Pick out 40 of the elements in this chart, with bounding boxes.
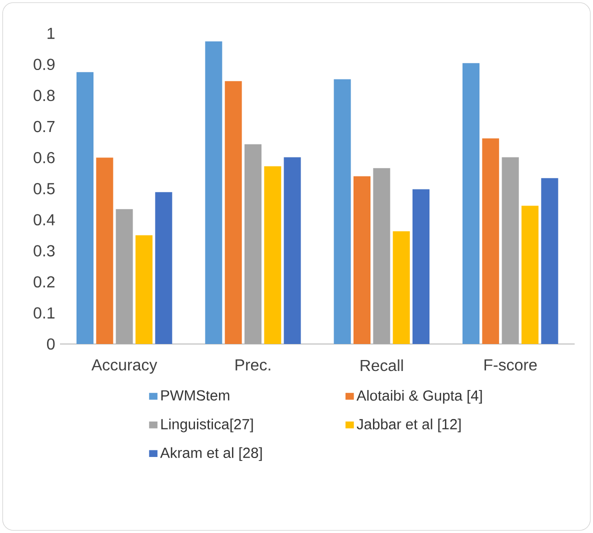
- bar: [264, 166, 282, 344]
- y-tick-label: 0.9: [34, 58, 55, 70]
- bar: [284, 157, 301, 344]
- bar: [392, 231, 410, 344]
- y-tick-label: 1: [48, 28, 55, 39]
- bar: [462, 63, 480, 344]
- legend-label: PWMStem: [161, 390, 230, 401]
- y-tick-label: 0.4: [34, 214, 55, 226]
- legend-label: Jabbar et al [12]: [356, 418, 461, 432]
- y-tick-label: 0.6: [34, 152, 55, 164]
- y-tick-label: 0.1: [34, 307, 55, 319]
- bar: [502, 157, 519, 344]
- bar: [155, 192, 172, 344]
- x-tick-label: Recall: [360, 359, 403, 372]
- bar: [244, 144, 262, 344]
- bar: [116, 209, 133, 344]
- bar: [96, 158, 114, 344]
- y-tick-label: 0.5: [34, 183, 55, 194]
- y-tick-label: 0.3: [34, 245, 55, 256]
- bar: [136, 235, 152, 344]
- legend-label: Alotaibi & Gupta [4]: [356, 390, 482, 404]
- x-tick-label: Accuracy: [91, 359, 158, 374]
- y-tick-label: 0.7: [34, 120, 54, 132]
- bar: [541, 178, 558, 344]
- x-tick-label: F-score: [484, 359, 537, 371]
- x-tick-label: Prec.: [236, 359, 270, 371]
- bar: [224, 81, 242, 344]
- y-tick-label: 0.2: [34, 276, 54, 288]
- bar: [482, 138, 500, 344]
- y-tick-label: 0: [47, 338, 55, 350]
- bar: [205, 41, 222, 344]
- bar: [412, 189, 430, 344]
- legend-label: Linguistica[27]: [161, 418, 253, 432]
- legend-label: Akram et al [28]: [160, 447, 262, 461]
- bar: [522, 206, 539, 344]
- bar: [373, 168, 390, 344]
- y-tick-label: 0.8: [34, 90, 55, 102]
- bar: [76, 72, 94, 344]
- bar: [334, 79, 351, 344]
- bar: [354, 176, 370, 344]
